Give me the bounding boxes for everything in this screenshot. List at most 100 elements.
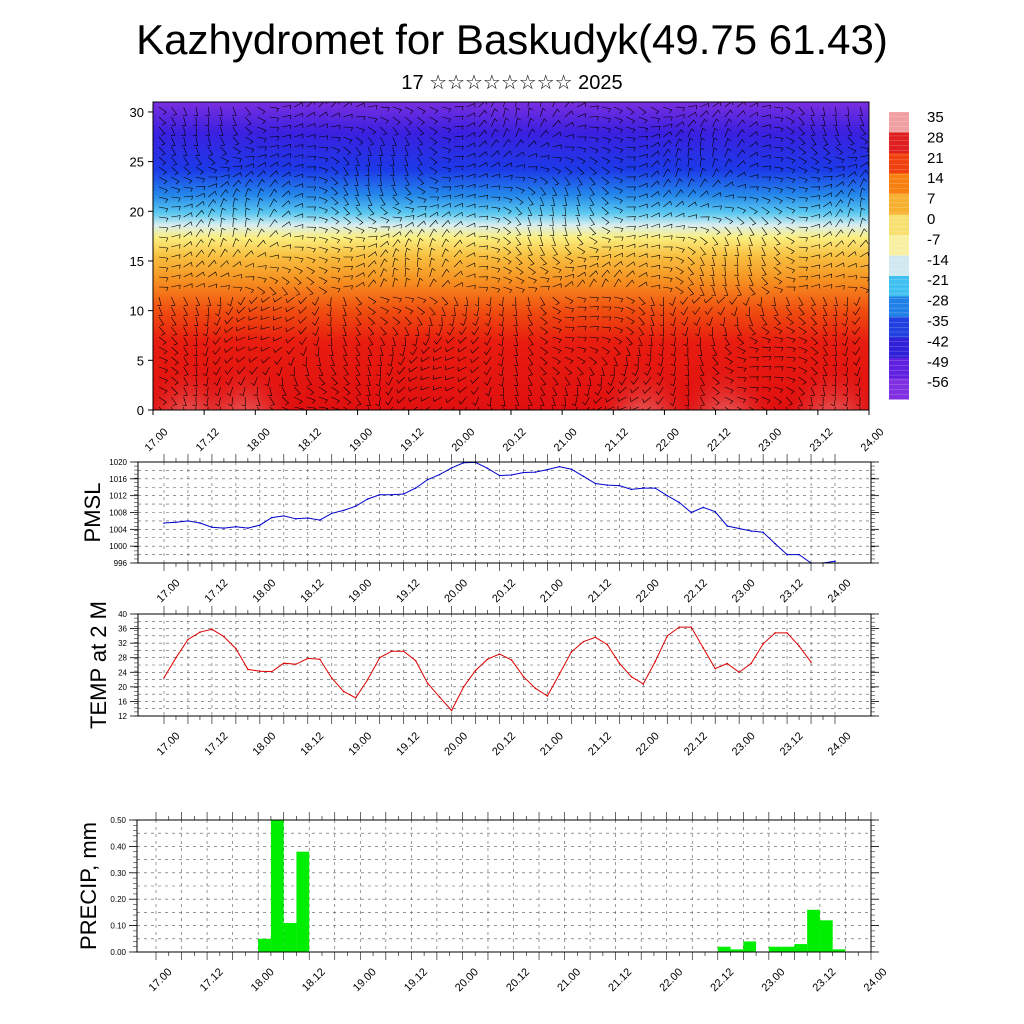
wind-barb bbox=[722, 276, 727, 287]
wind-barb bbox=[699, 276, 705, 286]
wind-barb bbox=[213, 326, 221, 336]
wind-barb bbox=[684, 376, 690, 387]
wind-barb bbox=[693, 316, 701, 326]
wind-barb bbox=[798, 256, 809, 262]
wind-barb bbox=[343, 396, 352, 405]
wind-barb bbox=[248, 346, 258, 352]
wind-barb bbox=[835, 136, 842, 146]
wind-barb bbox=[749, 226, 755, 236]
temp-series-point bbox=[702, 647, 704, 649]
wind-barb bbox=[281, 124, 292, 130]
wind-barb bbox=[749, 366, 759, 371]
wind-barb bbox=[244, 217, 251, 228]
wind-barb bbox=[773, 366, 784, 371]
wind-barb bbox=[158, 206, 169, 213]
wind-barb bbox=[478, 245, 489, 250]
wind-barb bbox=[503, 186, 513, 192]
wind-barb bbox=[212, 336, 221, 345]
wind-barb bbox=[626, 296, 636, 305]
wind-barb bbox=[281, 406, 290, 410]
colorbar-swatch bbox=[889, 214, 909, 236]
wind-barb bbox=[761, 376, 772, 381]
wind-barb bbox=[220, 248, 228, 258]
pmsl-series-point bbox=[522, 471, 525, 474]
wind-barb bbox=[207, 218, 215, 228]
wind-barb bbox=[389, 346, 394, 357]
wind-barb bbox=[306, 276, 315, 285]
wind-barb bbox=[722, 326, 728, 337]
wind-barb bbox=[454, 125, 464, 130]
wind-barb bbox=[552, 336, 562, 344]
wind-barb bbox=[564, 273, 574, 279]
wind-barb bbox=[343, 102, 353, 108]
wind-barb bbox=[193, 366, 198, 377]
wind-barb bbox=[601, 326, 612, 332]
wind-barb bbox=[404, 215, 415, 220]
wind-barb bbox=[257, 239, 266, 248]
temp-series-point bbox=[462, 686, 465, 688]
wind-barb bbox=[564, 236, 570, 246]
wind-barb bbox=[474, 296, 480, 307]
wind-barb bbox=[195, 282, 205, 288]
x-tick-label: 18.00 bbox=[249, 966, 277, 994]
wind-barb bbox=[294, 144, 304, 149]
wind-barb bbox=[526, 226, 532, 236]
pmsl-series-point bbox=[678, 501, 681, 504]
wind-barb bbox=[687, 286, 695, 296]
pmsl-series-point bbox=[702, 506, 704, 509]
wind-barb bbox=[786, 126, 795, 135]
wind-barb bbox=[835, 208, 844, 218]
wind-barb bbox=[183, 326, 188, 336]
wind-barb bbox=[478, 140, 488, 148]
wind-barb bbox=[798, 106, 806, 116]
wind-barb bbox=[710, 266, 715, 277]
wind-barb bbox=[724, 158, 732, 168]
wind-barb bbox=[207, 146, 214, 156]
wind-barb bbox=[232, 136, 240, 146]
wind-barb bbox=[367, 206, 375, 216]
wind-barb bbox=[343, 275, 353, 280]
wind-barb bbox=[703, 296, 713, 304]
wind-barb bbox=[663, 212, 673, 218]
wind-barb bbox=[417, 316, 423, 326]
wind-barb bbox=[435, 326, 443, 336]
wind-barb bbox=[601, 306, 612, 311]
wind-barb bbox=[285, 296, 295, 303]
wind-barb bbox=[377, 166, 382, 177]
wind-barb bbox=[687, 119, 696, 128]
wind-barb bbox=[842, 396, 849, 407]
wind-barb bbox=[638, 326, 645, 336]
wind-barb bbox=[498, 306, 504, 317]
wind-barb bbox=[257, 286, 266, 295]
wind-barb bbox=[749, 196, 759, 203]
wind-barb bbox=[552, 144, 562, 149]
wind-barb bbox=[564, 266, 575, 272]
wind-barb bbox=[613, 346, 621, 356]
wind-barb bbox=[601, 226, 611, 235]
wind-barb bbox=[823, 284, 833, 289]
wind-barb bbox=[638, 203, 648, 209]
wind-barb bbox=[202, 356, 209, 367]
wind-barb bbox=[749, 286, 756, 296]
wind-barb bbox=[642, 396, 652, 404]
wind-barb bbox=[786, 346, 796, 353]
wind-barb bbox=[331, 196, 339, 206]
wind-barb bbox=[581, 406, 590, 410]
wind-barb bbox=[724, 376, 734, 384]
wind-barb bbox=[470, 336, 480, 345]
wind-barb bbox=[810, 366, 818, 376]
heat-y-tick-label: 20 bbox=[130, 204, 144, 219]
colorbar-swatch bbox=[889, 112, 909, 133]
wind-barb bbox=[847, 218, 855, 228]
wind-barb bbox=[527, 196, 534, 206]
x-tick-label: 22.00 bbox=[634, 730, 662, 758]
wind-barb bbox=[761, 326, 770, 335]
wind-barb bbox=[404, 196, 414, 205]
pmsl-series-point bbox=[342, 509, 345, 512]
wind-barb bbox=[484, 376, 492, 386]
wind-barb bbox=[798, 366, 808, 374]
wind-barb bbox=[626, 326, 635, 335]
wind-barb bbox=[193, 376, 198, 387]
wind-barb bbox=[601, 136, 611, 144]
wind-barb bbox=[433, 396, 443, 402]
